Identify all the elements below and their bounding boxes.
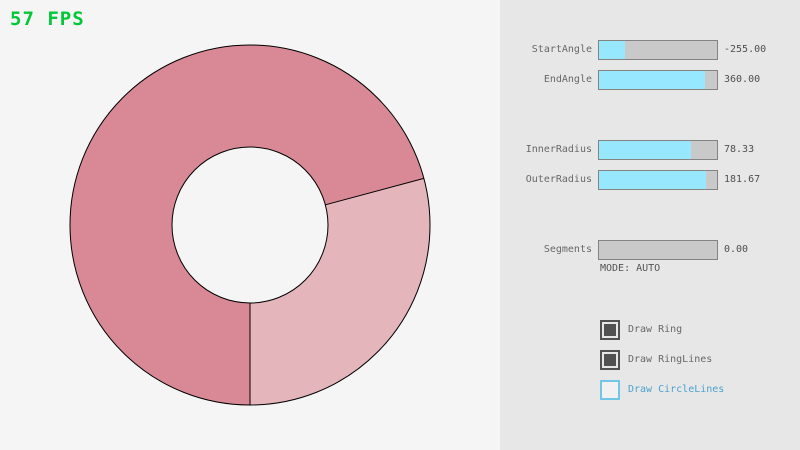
outerradius-slider-fill (599, 171, 707, 189)
segments-mode-text: MODE: AUTO (600, 263, 661, 274)
segments-slider[interactable] (598, 240, 718, 260)
slider-row-innerradius: InnerRadius 78.33 (0, 140, 800, 160)
startangle-slider[interactable] (598, 40, 718, 60)
endangle-label: EndAngle (543, 74, 592, 85)
startangle-label: StartAngle (531, 44, 592, 55)
segments-label: Segments (543, 244, 592, 255)
fps-counter: 57 FPS (10, 8, 85, 30)
draw-ring-label: Draw Ring (628, 324, 683, 335)
innerradius-label: InnerRadius (525, 144, 592, 155)
slider-row-segments: Segments 0.00 (0, 240, 800, 260)
innerradius-value: 78.33 (724, 144, 755, 155)
checkbox-row-draw-ring: Draw Ring (0, 320, 800, 340)
draw-circlelines-checkbox[interactable] (600, 380, 620, 400)
segments-value: 0.00 (724, 244, 749, 255)
endangle-value: 360.00 (724, 74, 761, 85)
outerradius-value: 181.67 (724, 174, 761, 185)
ring-line-start (325, 177, 424, 206)
innerradius-slider[interactable] (598, 140, 718, 160)
ring-hole (172, 147, 328, 303)
innerradius-slider-fill (599, 141, 692, 159)
slider-row-endangle: EndAngle 360.00 (0, 70, 800, 90)
startangle-value: -255.00 (724, 44, 767, 55)
slider-row-outerradius: OuterRadius 181.67 (0, 170, 800, 190)
outerradius-label: OuterRadius (525, 174, 592, 185)
endangle-slider-fill (599, 71, 706, 89)
draw-ringlines-label: Draw RingLines (628, 354, 713, 365)
checkbox-row-draw-ringlines: Draw RingLines (0, 350, 800, 370)
endangle-slider[interactable] (598, 70, 718, 90)
draw-ringlines-checkbox[interactable] (600, 350, 620, 370)
checkbox-row-draw-circlelines: Draw CircleLines (0, 380, 800, 400)
outerradius-slider[interactable] (598, 170, 718, 190)
draw-circlelines-label: Draw CircleLines (628, 384, 725, 395)
draw-ring-checkbox[interactable] (600, 320, 620, 340)
startangle-slider-fill (599, 41, 625, 59)
slider-row-startangle: StartAngle -255.00 (0, 40, 800, 60)
